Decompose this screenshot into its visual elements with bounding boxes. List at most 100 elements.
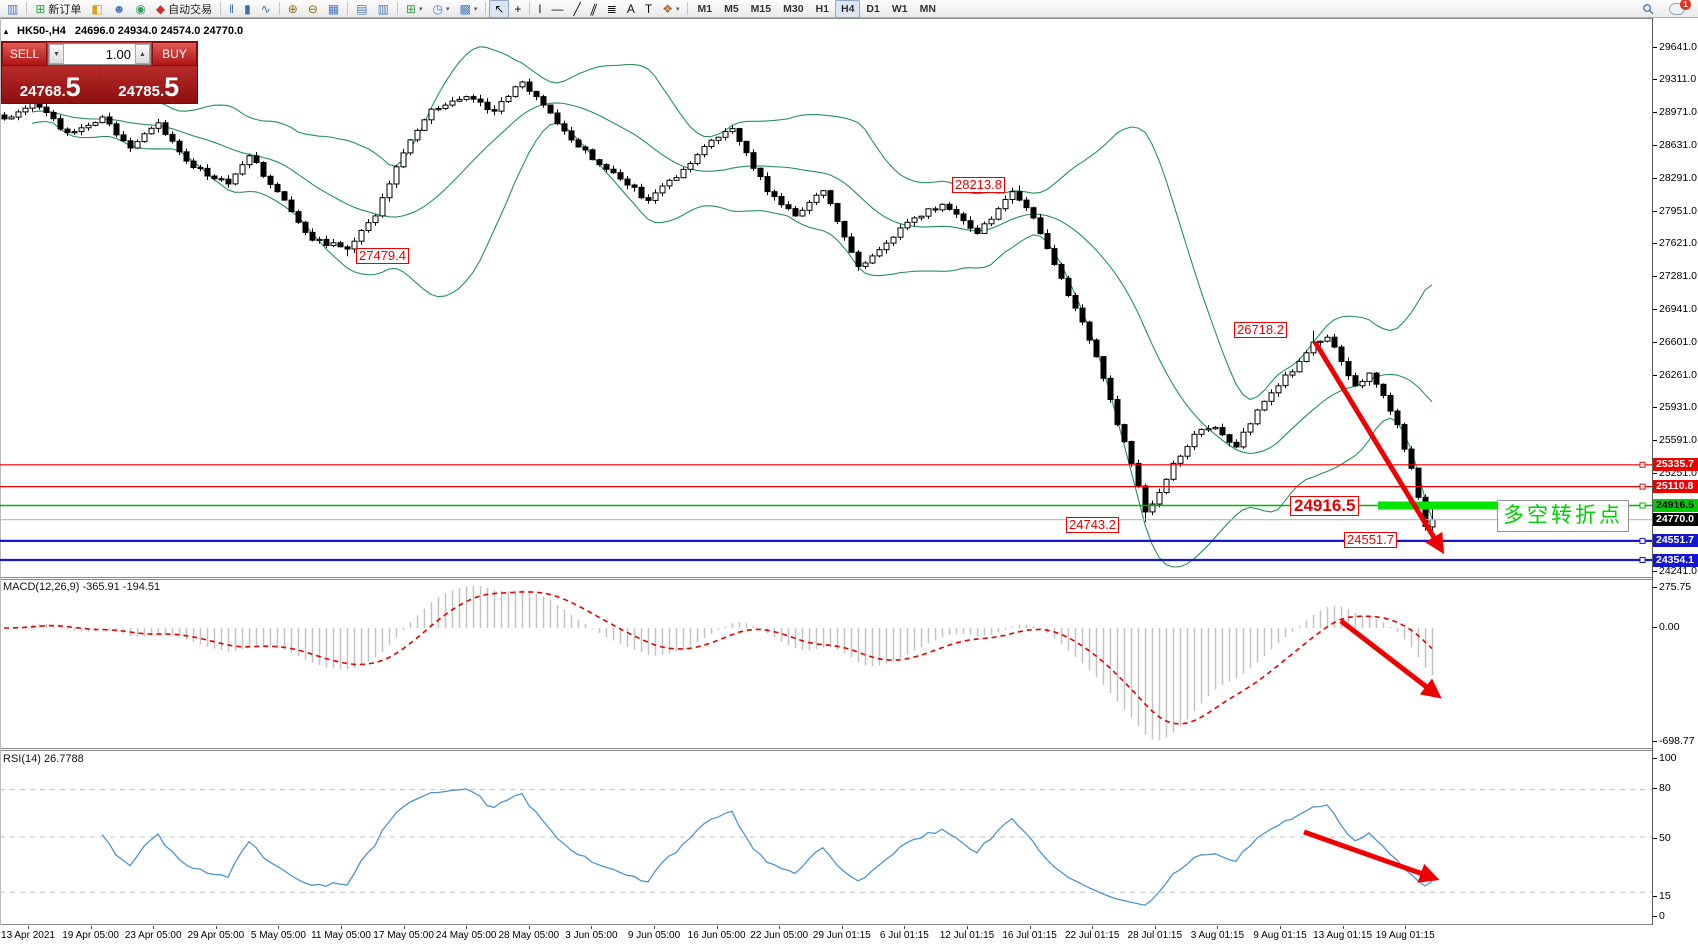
template-button[interactable]: ▩ ▾	[454, 0, 482, 18]
autotrade-button[interactable]: ◆ 自动交易	[151, 0, 217, 18]
time-tick	[967, 926, 968, 929]
new-order-button[interactable]: ⊞ 新订单	[30, 0, 86, 18]
price-axis[interactable]: 29641.0 29311.0 28971.0 28631.0 28291.0 27951…	[1652, 18, 1698, 925]
chart-fragment-icon: ▥	[7, 1, 19, 16]
trendline-icon: ╱	[573, 1, 581, 16]
turning-point-annotation[interactable]: 多空转折点	[1497, 500, 1629, 532]
candle-chart-button[interactable]: ▮	[239, 0, 256, 18]
trend-arrow-1[interactable]	[1312, 340, 1445, 555]
hline-handle[interactable]	[1639, 557, 1646, 563]
toolbar-separator	[687, 2, 689, 15]
arrange-v-button[interactable]: ▤	[351, 0, 372, 18]
price-annotation-label[interactable]: 26718.2	[1234, 322, 1287, 338]
sell-button[interactable]: SELL	[2, 42, 47, 66]
autotrade-icon: ◆	[155, 1, 166, 16]
volume-input[interactable]	[64, 44, 135, 64]
hline-handle[interactable]	[1639, 483, 1646, 490]
hline-handle[interactable]	[1639, 502, 1646, 509]
text-label-button[interactable]: T	[640, 0, 657, 18]
price-annotation-label[interactable]: 27479.4	[356, 248, 409, 264]
time-label: 24 May 05:00	[435, 930, 497, 941]
signal-button[interactable]: ◉	[130, 0, 150, 18]
shapes-icon: ❖	[662, 1, 673, 16]
time-label: 5 May 05:00	[250, 930, 306, 941]
timeframe-d1-button[interactable]: D1	[866, 2, 880, 15]
toolbar-separator	[396, 2, 398, 15]
timeframe-h1-button[interactable]: H1	[815, 2, 829, 15]
periods-button[interactable]: ◷ ▾	[427, 0, 454, 18]
line-chart-button[interactable]: ∿	[256, 0, 276, 18]
price-annotation-label[interactable]: 24916.5	[1290, 496, 1360, 516]
hline-handle[interactable]	[1639, 537, 1646, 544]
timeframe-m30-button[interactable]: M30	[783, 2, 804, 15]
price-annotation-label[interactable]: 24743.2	[1066, 517, 1119, 533]
search-button[interactable]: ⚲	[1638, 0, 1658, 18]
trend-arrow-3[interactable]	[1303, 829, 1440, 883]
eraser-button[interactable]: ◧	[86, 0, 107, 18]
time-tick	[1405, 926, 1407, 929]
fibonacci-button[interactable]: ≣	[602, 0, 622, 18]
price-annotation-label[interactable]: 28213.8	[952, 177, 1005, 193]
zoom-out-button[interactable]: ⊖	[303, 0, 323, 18]
line-chart-icon: ∿	[260, 1, 271, 16]
rsi-axis-tick: 50	[1653, 832, 1671, 844]
macd-axis-tick: 0.00	[1652, 621, 1680, 633]
trend-highlight-bar[interactable]	[1378, 501, 1497, 510]
time-tick	[591, 926, 593, 929]
symbol-header: HK50-,H4 24696.0 24934.0 24574.0 24770.0	[4, 25, 243, 37]
time-tick	[716, 926, 718, 929]
timeframe-m1-button[interactable]: M1	[697, 2, 713, 15]
crosshair-icon: +	[514, 1, 522, 16]
timeframe-m15-button[interactable]: M15	[750, 2, 772, 15]
timeframe-m5-button[interactable]: M5	[724, 2, 739, 15]
channel-button[interactable]: ∥	[586, 0, 602, 18]
sell-price-frac: 5	[62, 74, 81, 101]
price-chart[interactable]	[0, 0, 1652, 926]
price-badge: 24916.5	[1653, 498, 1698, 512]
crosshair-button[interactable]: +	[509, 0, 526, 18]
text-button[interactable]: A	[622, 0, 640, 18]
profile-button[interactable]: ☻	[108, 0, 131, 18]
tile-windows-icon: ▦	[327, 1, 340, 16]
arrange-h-button[interactable]: ▥	[373, 0, 394, 18]
time-tick	[1217, 926, 1219, 929]
zoom-in-icon: ⊕	[287, 1, 298, 16]
volume-decrease-button[interactable]	[49, 44, 64, 64]
time-label: 13 Apr 2021	[1, 930, 55, 941]
hline-button[interactable]: —	[547, 0, 569, 18]
time-label: 9 Aug 01:15	[1253, 930, 1307, 941]
trend-arrow-2[interactable]	[1339, 619, 1442, 699]
price-tick: 25591.0	[1653, 433, 1697, 446]
chart-fragment-button[interactable]: ▥	[2, 0, 23, 18]
timeframe-w1-button[interactable]: W1	[891, 2, 908, 15]
vline-button[interactable]: ǀ	[533, 0, 546, 18]
time-label: 22 Jul 01:15	[1064, 930, 1120, 941]
add-indicator-icon: ⊞	[405, 1, 416, 16]
time-tick	[1154, 926, 1156, 929]
cursor-button[interactable]: ↖	[489, 0, 510, 18]
time-tick	[841, 926, 843, 929]
time-tick	[278, 926, 280, 929]
zoom-in-button[interactable]: ⊕	[283, 0, 303, 18]
volume-increase-button[interactable]	[135, 44, 150, 64]
notifications-button[interactable]: 1	[1664, 0, 1691, 18]
hline-handle[interactable]	[1639, 461, 1646, 468]
price-annotation-label[interactable]: 24551.7	[1344, 532, 1397, 548]
shapes-button[interactable]: ❖ ▾	[657, 0, 684, 18]
time-axis[interactable]: 13 Apr 2021 19 Apr 05:00 23 Apr 05:00 29 Ap…	[0, 926, 1652, 944]
timeframe-mn-button[interactable]: MN	[919, 2, 936, 15]
horizontal-lines[interactable]	[0, 461, 1652, 563]
bar-chart-button[interactable]: ǁ	[224, 0, 239, 18]
trendline-button[interactable]: ╱	[569, 0, 586, 18]
trend-arrows[interactable]	[1303, 340, 1445, 883]
timeframe-h4-button[interactable]: H4	[834, 0, 861, 18]
time-label: 6 Jul 01:15	[879, 930, 929, 941]
time-label: 12 Jul 01:15	[939, 930, 995, 941]
add-indicator-button[interactable]: ⊞ ▾	[401, 0, 428, 18]
tile-windows-button[interactable]: ▦	[323, 0, 344, 18]
rsi-axis-tick: 0	[1653, 910, 1665, 922]
buy-button[interactable]: BUY	[152, 42, 197, 66]
time-tick	[153, 926, 155, 929]
price-badge: 24354.1	[1653, 553, 1698, 567]
text-icon: A	[626, 1, 635, 16]
